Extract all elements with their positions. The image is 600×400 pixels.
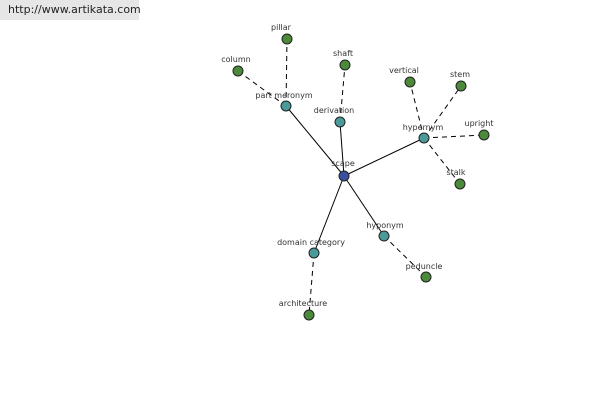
node-label[interactable]: peduncle: [406, 262, 443, 271]
node[interactable]: [280, 100, 292, 112]
node[interactable]: [478, 129, 490, 141]
node[interactable]: [334, 116, 346, 128]
edge: [285, 105, 345, 177]
node[interactable]: [404, 76, 416, 88]
node-label[interactable]: domain category: [277, 238, 345, 247]
node[interactable]: [339, 59, 351, 71]
edge: [383, 235, 427, 278]
node-label[interactable]: vertical: [389, 66, 419, 75]
edge: [237, 70, 287, 107]
node[interactable]: [338, 170, 350, 182]
node-label[interactable]: pillar: [271, 23, 292, 32]
node[interactable]: [232, 65, 244, 77]
node-label[interactable]: hyponym: [366, 221, 404, 230]
node[interactable]: [308, 247, 320, 259]
node-label[interactable]: hypernym: [403, 123, 444, 132]
node[interactable]: [454, 178, 466, 190]
node-label[interactable]: scape: [331, 159, 355, 168]
edge: [423, 134, 485, 139]
node[interactable]: [418, 132, 430, 144]
node-label[interactable]: upright: [465, 119, 494, 128]
edge: [423, 137, 461, 185]
node-label[interactable]: part meronym: [255, 91, 312, 100]
edge: [285, 38, 288, 107]
node-label[interactable]: stalk: [446, 168, 465, 177]
nodes: scape part meronym derivation hypernym d…: [221, 23, 494, 321]
edge: [308, 252, 315, 316]
node-label[interactable]: architecture: [279, 299, 327, 308]
node[interactable]: [378, 230, 390, 242]
edges: [237, 38, 485, 316]
edge: [313, 175, 345, 254]
node-label[interactable]: stem: [450, 70, 470, 79]
node-label[interactable]: shaft: [333, 49, 353, 58]
edge: [339, 64, 346, 123]
edge: [339, 121, 345, 177]
node[interactable]: [420, 271, 432, 283]
site-url[interactable]: http://www.artikata.com: [0, 0, 141, 20]
node-label[interactable]: column: [221, 55, 250, 64]
node[interactable]: [303, 309, 315, 321]
node[interactable]: [455, 80, 467, 92]
edge: [423, 85, 462, 139]
node-label[interactable]: derivation: [314, 106, 354, 115]
edge: [343, 137, 425, 177]
node[interactable]: [281, 33, 293, 45]
edge: [343, 175, 385, 237]
edge: [409, 81, 425, 139]
